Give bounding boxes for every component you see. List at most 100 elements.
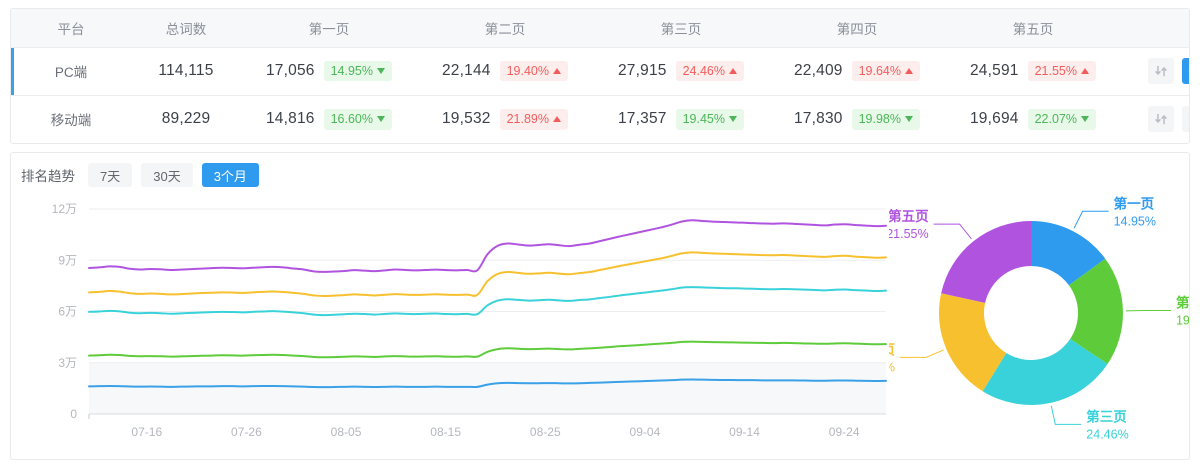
page-distribution-donut-chart[interactable]: 第一页 14.95% 第二页 19.4% 第三页 24.46% 第四页 19.64% 第五页 21…	[889, 183, 1190, 455]
page-count-value: 19,532	[441, 110, 491, 128]
donut-slice-label: 第一页	[1114, 195, 1155, 211]
percent-value: 24.46%	[682, 63, 725, 78]
donut-leader-line	[900, 349, 944, 358]
donut-slice[interactable]	[1031, 221, 1106, 286]
total-keywords-value: 89,229	[161, 110, 211, 128]
total-keywords-value: 114,115	[158, 62, 214, 79]
page-count-value: 24,591	[969, 62, 1019, 79]
percent-badge: 19.45%	[675, 109, 744, 130]
donut-slice-label: 第五页	[889, 208, 929, 224]
cell-platform: PC端	[11, 47, 131, 96]
donut-slice-value: 14.95%	[1114, 214, 1156, 228]
percent-badge: 19.64%	[851, 60, 920, 82]
page-count-value: 22,409	[793, 62, 843, 79]
percent-value: 22.07%	[1034, 112, 1077, 126]
table-row[interactable]: 移动端 89,229 14,816 16.60%	[11, 95, 1189, 143]
table-row[interactable]: PC端 114,115 17,056 14.95%	[11, 47, 1189, 96]
th-page-4: 第四页	[769, 9, 945, 48]
cell-page-2: 19,532 21.89%	[417, 95, 593, 143]
tab-7-days[interactable]: 7天	[88, 163, 133, 187]
percent-badge: 21.55%	[1027, 60, 1096, 82]
donut-slice[interactable]	[939, 293, 1007, 392]
th-page-3: 第三页	[593, 9, 769, 48]
cell-page-4: 22,409 19.64%	[769, 47, 945, 96]
svg-text:07-26: 07-26	[231, 425, 262, 439]
donut-slice[interactable]	[941, 221, 1031, 303]
page-count-value: 19,694	[969, 110, 1019, 128]
bar-chart-icon[interactable]	[1182, 106, 1189, 133]
table-header-row: 平台 总词数 第一页 第二页 第三页 第四页 第五页	[11, 9, 1189, 48]
rank-trend-line-chart[interactable]: 03万6万9万12万爱站网07-1607-2608-0508-1508-2509…	[11, 191, 891, 459]
percent-value: 21.55%	[1034, 63, 1077, 78]
cell-total: 89,229	[131, 95, 241, 143]
bar-chart-icon[interactable]	[1182, 58, 1189, 84]
rank-trend-title: 排名趋势	[21, 169, 75, 184]
percent-badge: 16.60%	[323, 109, 392, 130]
percent-value: 16.60%	[330, 112, 373, 126]
table-header: 平台 总词数 第一页 第二页 第三页 第四页 第五页	[11, 9, 1189, 48]
tab-30-days[interactable]: 30天	[141, 163, 193, 187]
svg-text:6万: 6万	[58, 305, 77, 319]
platform-label: 移动端	[50, 113, 92, 129]
page-count-value: 17,357	[617, 110, 667, 128]
line-chart-svg: 03万6万9万12万爱站网07-1607-2608-0508-1508-2509…	[52, 202, 887, 439]
cell-page-5: 19,694 22.07%	[945, 95, 1121, 143]
svg-text:08-05: 08-05	[331, 425, 362, 439]
donut-slice-label: 第二页	[1176, 294, 1190, 310]
percent-badge: 24.46%	[675, 60, 744, 82]
donut-slice-label: 第三页	[1086, 408, 1127, 424]
svg-text:0: 0	[70, 407, 77, 421]
platform-label: PC端	[54, 65, 88, 80]
cell-page-2: 22,144 19.40%	[417, 47, 593, 96]
percent-value: 19.64%	[858, 63, 901, 78]
arrow-down-icon	[905, 116, 913, 123]
cell-actions	[1121, 95, 1189, 143]
cell-page-1: 17,056 14.95%	[241, 47, 417, 96]
arrow-up-icon	[729, 68, 737, 74]
svg-text:3万: 3万	[58, 356, 77, 370]
percent-badge: 22.07%	[1027, 109, 1096, 130]
cell-page-1: 14,816 16.60%	[241, 95, 417, 143]
th-total-keywords: 总词数	[131, 9, 241, 48]
arrow-down-icon	[377, 68, 385, 74]
th-actions	[1121, 9, 1189, 48]
tab-3-months[interactable]: 3个月	[201, 163, 259, 187]
platform-rank-table-card: 平台 总词数 第一页 第二页 第三页 第四页 第五页 PC端 114,115	[10, 8, 1190, 144]
sort-arrows-icon[interactable]	[1148, 58, 1174, 84]
platform-rank-table: 平台 总词数 第一页 第二页 第三页 第四页 第五页 PC端 114,115	[11, 9, 1189, 143]
donut-slice[interactable]	[982, 339, 1108, 405]
percent-value: 19.98%	[858, 112, 901, 126]
svg-text:09-24: 09-24	[829, 425, 860, 439]
th-page-1: 第一页	[241, 9, 417, 48]
th-page-5: 第五页	[945, 9, 1121, 48]
svg-text:9万: 9万	[58, 253, 77, 267]
page-count-value: 27,915	[617, 62, 667, 79]
donut-chart-svg: 第一页 14.95% 第二页 19.4% 第三页 24.46% 第四页 19.64% 第五页 21…	[889, 195, 1190, 441]
donut-slice-value: 19.4%	[1176, 313, 1190, 327]
cell-platform: 移动端	[11, 95, 131, 143]
cell-actions	[1121, 47, 1189, 96]
percent-badge: 19.98%	[851, 109, 920, 130]
percent-value: 19.40%	[506, 63, 549, 78]
cell-total: 114,115	[131, 47, 241, 96]
percent-badge: 21.89%	[499, 109, 568, 130]
sort-arrows-icon[interactable]	[1148, 106, 1174, 133]
donut-slice-label: 第四页	[889, 341, 895, 357]
donut-slice-value: 19.64%	[889, 360, 895, 374]
rank-trend-toolbar: 排名趋势 7天 30天 3个月	[21, 163, 259, 187]
percent-badge: 14.95%	[323, 60, 392, 82]
th-platform: 平台	[11, 9, 131, 48]
arrow-up-icon	[553, 116, 561, 123]
donut-leader-line	[1050, 405, 1082, 425]
percent-value: 21.89%	[506, 112, 549, 126]
th-page-2: 第二页	[417, 9, 593, 48]
page-count-value: 14,816	[265, 110, 315, 128]
arrow-down-icon	[377, 116, 385, 123]
svg-text:08-15: 08-15	[430, 425, 461, 439]
cell-page-5: 24,591 21.55%	[945, 47, 1121, 96]
donut-leader-line	[1073, 210, 1109, 229]
cell-page-3: 17,357 19.45%	[593, 95, 769, 143]
donut-slice[interactable]	[1068, 258, 1123, 364]
page-count-value: 17,830	[793, 110, 843, 128]
